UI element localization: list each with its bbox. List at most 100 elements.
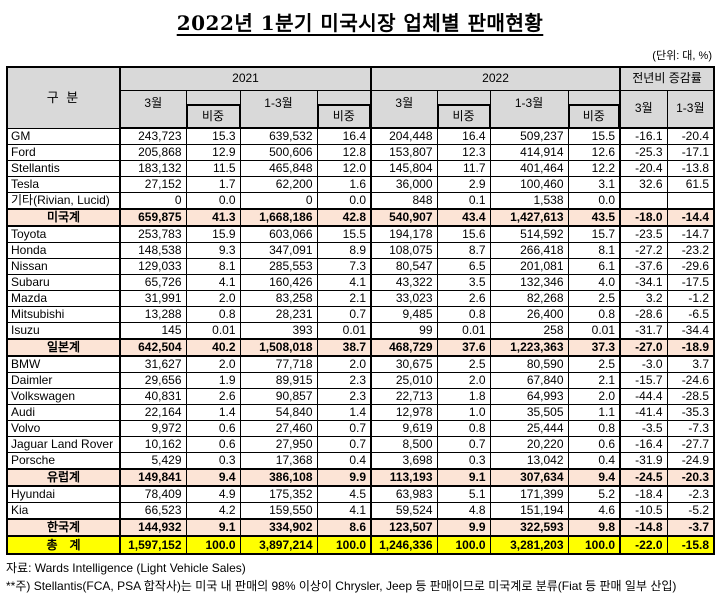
cell-2022-march: 1,246,336 — [370, 535, 438, 555]
cell-2022-march-share: 0.7 — [436, 436, 491, 453]
cell-yoy-quarter: -2.3 — [666, 485, 715, 503]
maker-name: Hyundai — [6, 485, 121, 503]
cell-2022-quarter: 509,237 — [489, 127, 569, 145]
maker-name: Tesla — [6, 176, 121, 193]
table-row: BMW 31,627 2.0 77,718 2.0 30,675 2.5 80,590 2.5-… — [6, 355, 715, 373]
cell-2021-march: 642,504 — [119, 338, 187, 357]
cell-2022-quarter-share: 43.5 — [567, 208, 622, 227]
cell-yoy-quarter: -13.8 — [666, 160, 715, 177]
cell-2022-quarter: 258 — [489, 322, 569, 340]
cell-2021-quarter: 62,200 — [239, 176, 318, 193]
cell-2022-march: 36,000 — [370, 176, 438, 193]
header-yoy-march: 3월 — [619, 89, 668, 129]
cell-2021-quarter-share: 8.9 — [316, 242, 373, 259]
cell-2021-quarter: 1,668,186 — [239, 208, 318, 227]
cell-2022-march-share: 11.7 — [436, 160, 491, 177]
cell-2022-quarter-share: 1.1 — [567, 404, 622, 421]
cell-yoy-quarter: -5.2 — [666, 502, 715, 520]
cell-2022-march-share: 1.8 — [436, 388, 491, 405]
cell-2021-quarter-share: 4.1 — [316, 502, 373, 520]
cell-2022-quarter-share: 9.8 — [567, 518, 622, 537]
cell-2022-quarter-share: 0.4 — [567, 452, 622, 470]
cell-2021-march: 659,875 — [119, 208, 187, 227]
cell-2021-quarter: 285,553 — [239, 258, 318, 275]
cell-2022-march-share: 0.3 — [436, 452, 491, 470]
header-2021-quarter-share: 비중 — [316, 89, 373, 129]
header-yoy: 전년비 증감률 — [619, 66, 715, 91]
cell-2022-quarter-share: 0.8 — [567, 420, 622, 437]
cell-2022-march-share: 43.4 — [436, 208, 491, 227]
table-body: GM 243,723 15.3 639,532 16.4 204,448 16.4 509,2… — [6, 127, 715, 555]
cell-2021-march-share: 100.0 — [185, 535, 241, 555]
cell-2021-march: 78,409 — [119, 485, 187, 503]
header-2021-march-share: 비중 — [185, 89, 241, 129]
cell-yoy-quarter: -14.4 — [666, 208, 715, 227]
cell-2021-quarter: 603,066 — [239, 225, 318, 243]
maker-name: Audi — [6, 404, 121, 421]
cell-2021-quarter: 27,460 — [239, 420, 318, 437]
cell-2021-quarter: 54,840 — [239, 404, 318, 421]
cell-2022-march-share: 12.3 — [436, 144, 491, 161]
cell-yoy-quarter: -24.6 — [666, 372, 715, 389]
cell-2022-march: 108,075 — [370, 242, 438, 259]
cell-2021-march-share: 0.8 — [185, 306, 241, 323]
cell-2022-quarter: 307,634 — [489, 468, 569, 487]
cell-2021-march-share: 41.3 — [185, 208, 241, 227]
header-2022: 2022 — [370, 66, 622, 91]
cell-2021-march: 29,656 — [119, 372, 187, 389]
share-inset-box: 비중 — [187, 103, 239, 126]
cell-yoy-march: -3.0 — [619, 355, 668, 373]
cell-2022-march-share: 100.0 — [436, 535, 491, 555]
cell-2022-march: 59,524 — [370, 502, 438, 520]
cell-2021-quarter-share: 2.1 — [316, 290, 373, 307]
source-note: 자료: Wards Intelligence (Light Vehicle Sa… — [6, 561, 246, 575]
cell-2021-quarter-share: 100.0 — [316, 535, 373, 555]
cell-2021-march-share: 0.01 — [185, 322, 241, 340]
header-2022-march: 3월 — [370, 89, 438, 129]
table-row: Subaru 65,726 4.1 160,426 4.1 43,322 3.5 132,34… — [6, 274, 715, 291]
table-row: Volvo 9,972 0.6 27,460 0.7 9,619 0.8 25,444 0.8-… — [6, 420, 715, 437]
cell-2021-quarter-share: 2.3 — [316, 388, 373, 405]
cell-2021-march: 243,723 — [119, 127, 187, 145]
cell-2022-quarter-share: 9.4 — [567, 468, 622, 487]
maker-name: Toyota — [6, 225, 121, 243]
cell-2022-march: 30,675 — [370, 355, 438, 373]
maker-name: Volvo — [6, 420, 121, 437]
cell-2022-march-share: 15.6 — [436, 225, 491, 243]
cell-2022-quarter: 82,268 — [489, 290, 569, 307]
table-row: Stellantis 183,132 11.5 465,848 12.0 145,804 1… — [6, 160, 715, 177]
cell-yoy-quarter: -28.5 — [666, 388, 715, 405]
cell-2022-quarter-share: 5.2 — [567, 485, 622, 503]
cell-2021-quarter: 175,352 — [239, 485, 318, 503]
cell-yoy-march: -16.4 — [619, 436, 668, 453]
unit-label: (단위: 대, %) — [652, 50, 712, 62]
cell-2021-march-share: 2.0 — [185, 290, 241, 307]
cell-2022-march: 9,485 — [370, 306, 438, 323]
cell-yoy-march: -31.9 — [619, 452, 668, 470]
cell-2022-quarter-share: 0.8 — [567, 306, 622, 323]
cell-2022-march: 113,193 — [370, 468, 438, 487]
maker-name: 총 계 — [6, 535, 121, 555]
cell-2022-quarter-share: 0.0 — [567, 192, 622, 210]
cell-2021-quarter-share: 42.8 — [316, 208, 373, 227]
table-row: Kia 66,523 4.2 159,550 4.1 59,524 4.8 151,194 4.… — [6, 502, 715, 520]
cell-2021-quarter-share: 1.4 — [316, 404, 373, 421]
cell-yoy-march: -25.3 — [619, 144, 668, 161]
cell-yoy-march: -15.7 — [619, 372, 668, 389]
cell-2022-quarter: 35,505 — [489, 404, 569, 421]
table-row: Honda 148,538 9.3 347,091 8.9 108,075 8.7 266,4… — [6, 242, 715, 259]
table-row: Ford 205,868 12.9 500,606 12.8 153,807 12.3 414… — [6, 144, 715, 161]
cell-2022-march-share: 0.1 — [436, 192, 491, 210]
table-row: Daimler 29,656 1.9 89,915 2.3 25,010 2.0 67,840… — [6, 372, 715, 389]
cell-2022-march: 9,619 — [370, 420, 438, 437]
cell-2021-quarter-share: 7.3 — [316, 258, 373, 275]
cell-yoy-quarter: -29.6 — [666, 258, 715, 275]
cell-2022-march-share: 9.9 — [436, 518, 491, 537]
cell-2022-quarter-share: 15.7 — [567, 225, 622, 243]
cell-2022-quarter: 26,400 — [489, 306, 569, 323]
cell-yoy-quarter: 3.7 — [666, 355, 715, 373]
cell-2021-quarter-share: 0.7 — [316, 306, 373, 323]
cell-2022-quarter: 67,840 — [489, 372, 569, 389]
cell-yoy-quarter: -35.3 — [666, 404, 715, 421]
cell-2022-march: 123,507 — [370, 518, 438, 537]
